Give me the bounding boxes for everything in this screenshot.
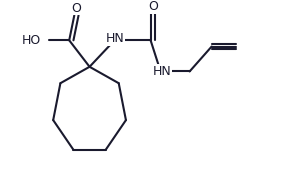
Text: O: O xyxy=(71,2,81,15)
Text: HO: HO xyxy=(22,34,41,47)
Text: O: O xyxy=(148,0,158,13)
Text: HN: HN xyxy=(152,65,171,78)
Text: HN: HN xyxy=(106,32,124,45)
